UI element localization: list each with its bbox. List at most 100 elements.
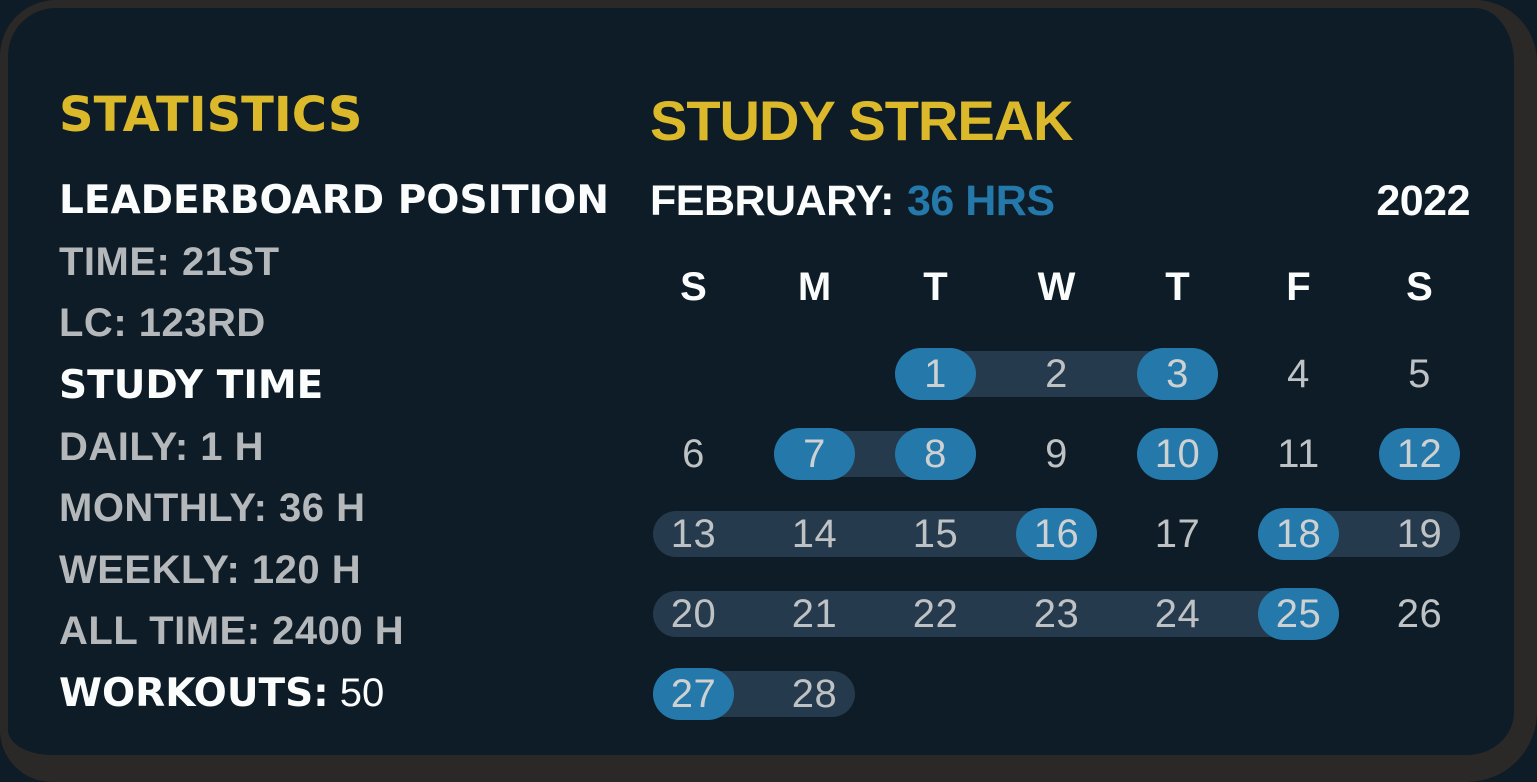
calendar-day: 21 [754,574,875,654]
studied-day-highlight [1137,348,1218,400]
calendar-day: 8 [875,414,996,494]
stat-line: LEADERBOARD POSITION [59,170,609,232]
studied-day-highlight [1137,428,1218,480]
calendar-day: 15 [875,494,996,574]
month-summary-row: FEBRUARY: 36 HRS 2022 [650,177,1470,225]
stat-text: WORKOUTS: [59,671,329,717]
calendar-day: 9 [996,414,1117,494]
studied-day-highlight [895,428,976,480]
calendar-day: 11 [1238,414,1359,494]
month-hours-value: 36 HRS [906,177,1055,225]
calendar-week-row: 27 28 [633,654,1480,734]
day-number: 20 [670,591,717,636]
day-number: 10 [1154,431,1201,476]
stat-line: LC: 123RD [59,293,609,355]
day-number: 3 [1166,351,1189,396]
stat-text: TIME: 21ST [59,239,280,284]
month-name: FEBRUARY: [650,177,894,225]
day-number: 26 [1396,591,1443,636]
studied-day-highlight [1258,588,1339,640]
day-header: T [923,265,948,309]
stat-text: DAILY: 1 H [59,424,265,469]
calendar-day: 23 [996,574,1117,654]
stat-line: STUDY TIME [59,355,609,417]
day-number: 7 [803,431,826,476]
calendar-day: 28 [754,654,875,734]
stat-line: TIME: 21ST [59,232,609,294]
streak-range-bar [653,591,1339,637]
calendar-day: 26 [1359,574,1480,654]
studied-day-highlight [895,348,976,400]
studied-day-highlight [653,668,734,720]
statistics-title: STATISTICS [59,87,363,144]
day-number: 6 [682,431,705,476]
day-number: 21 [791,591,838,636]
day-number: 14 [791,511,838,556]
calendar-day: 3 [1117,334,1238,414]
stat-text: STUDY TIME [59,363,324,409]
stat-line: DAILY: 1 H [59,416,609,478]
day-header: S [680,265,707,309]
studied-day-highlight [774,428,855,480]
year-label: 2022 [1376,177,1470,225]
calendar-week-row: 1 2 3 4 5 [633,334,1480,414]
calendar-day: 19 [1359,494,1480,574]
day-header: M [797,265,832,309]
studied-day-highlight [1379,428,1460,480]
stat-line: MONTHLY: 36 H [59,478,609,540]
stat-text: 50 [339,671,385,716]
statistics-list: LEADERBOARD POSITION TIME: 21ST LC: 123RD S… [59,170,609,724]
day-number: 22 [912,591,959,636]
calendar-day: 25 [1238,574,1359,654]
day-number: 15 [912,511,959,556]
day-number: 24 [1154,591,1201,636]
calendar-week-row: 6 7 8 9 10 11 12 [633,414,1480,494]
stat-line: WORKOUTS: 50 [59,663,609,725]
day-number: 27 [670,671,717,716]
calendar-day: 20 [633,574,754,654]
calendar-day: 13 [633,494,754,574]
stat-line: WEEKLY: 120 H [59,540,609,602]
calendar-day: 6 [633,414,754,494]
calendar-day: 1 [875,334,996,414]
calendar-day: 17 [1117,494,1238,574]
calendar-day: 4 [1238,334,1359,414]
streak-calendar: S M T W T F S 1 2 3 4 5 6 7 8 9 10 11 12 13 14 15 16 17 18 19 20 21… [633,260,1480,734]
calendar-day: 12 [1359,414,1480,494]
month-hours-label: FEBRUARY: 36 HRS [650,177,1055,226]
day-number: 2 [1045,351,1068,396]
calendar-day: 27 [633,654,754,734]
day-header: W [1037,265,1076,309]
studied-day-highlight [1258,508,1339,560]
day-number: 8 [924,431,947,476]
stat-text: LEADERBOARD POSITION [59,178,609,224]
day-number: 5 [1408,351,1431,396]
stat-text: LC: 123RD [59,301,266,346]
calendar-day: 2 [996,334,1117,414]
day-number: 23 [1033,591,1080,636]
calendar-day: 5 [1359,334,1480,414]
day-header: S [1406,265,1433,309]
calendar-week-row: 20 21 22 23 24 25 26 [633,574,1480,654]
stat-text: ALL TIME: 2400 H [59,609,405,654]
day-number: 17 [1154,511,1201,556]
stat-text: WEEKLY: 120 H [59,547,362,592]
stat-line: ALL TIME: 2400 H [59,601,609,663]
calendar-day: 16 [996,494,1117,574]
day-number: 28 [791,671,838,716]
day-number: 11 [1277,431,1320,476]
day-number: 16 [1033,511,1080,556]
stat-text: MONTHLY: 36 H [59,486,366,531]
day-number: 13 [670,511,717,556]
studied-day-highlight [1016,508,1097,560]
day-number: 19 [1396,511,1443,556]
calendar-week-row: 13 14 15 16 17 18 19 [633,494,1480,574]
day-header: T [1165,265,1190,309]
day-number: 1 [924,351,947,396]
day-number: 12 [1396,431,1443,476]
calendar-day: 7 [754,414,875,494]
day-number: 25 [1275,591,1322,636]
day-number: 4 [1287,351,1310,396]
study-streak-title: STUDY STREAK [650,89,1074,153]
